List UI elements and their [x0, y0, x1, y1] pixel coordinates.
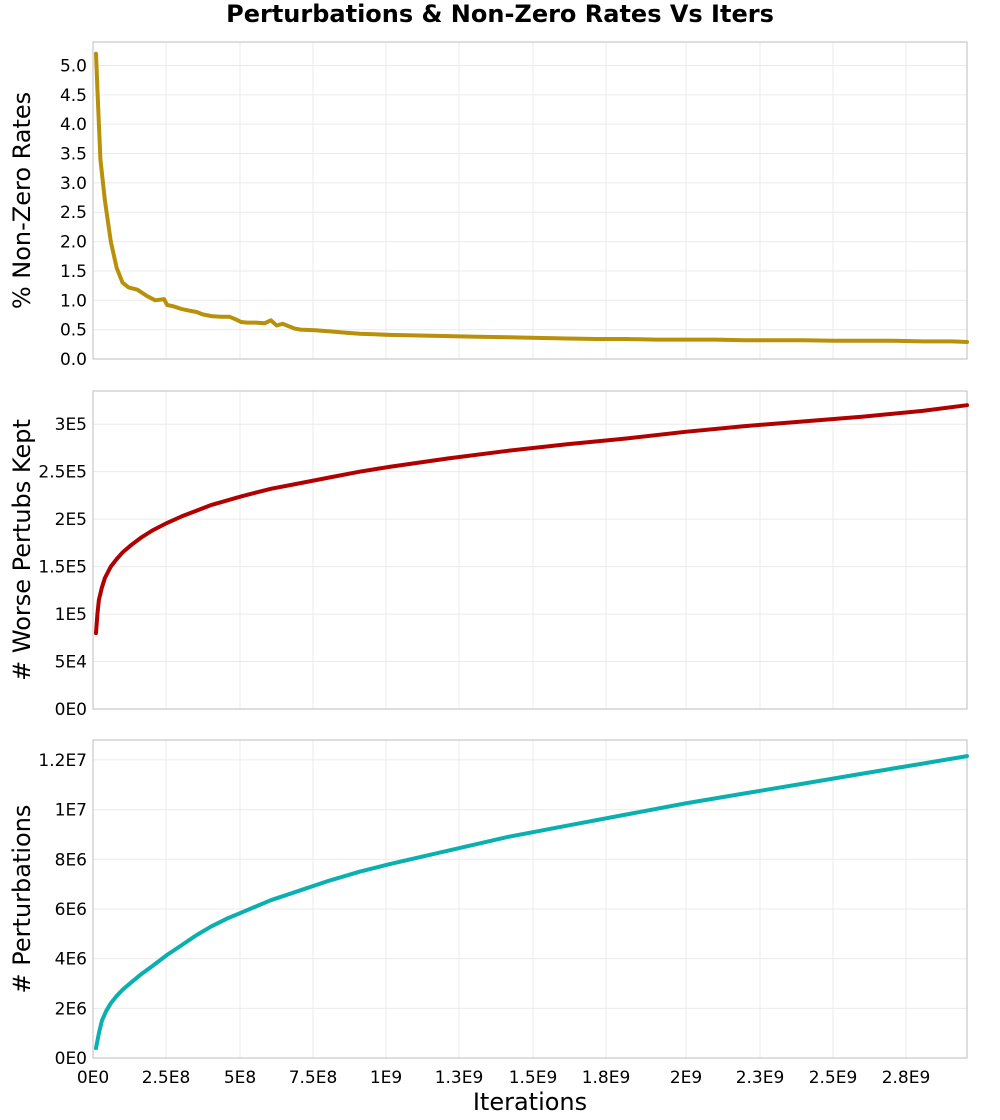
panel-1: 0.0 0.5 1.0 1.5 2.0 2.5 3.0 3.5 4.0 4.5 5.0 % Non-Z… [8, 41, 969, 370]
y-tick-label: 0.5 [60, 321, 87, 341]
x-tick-label: 2.5E8 [142, 1068, 191, 1088]
y-tick-label: 2.5 [60, 203, 87, 223]
y-tick-label: 1.5E5 [38, 558, 87, 578]
y-axis-label: % Non-Zero Rates [8, 92, 36, 309]
y-tick-label: 0E0 [55, 700, 87, 720]
plot-area-frame [92, 41, 968, 360]
panel-3: 0E0 2E6 4E6 6E6 8E6 1E7 1.2E7 # Perturbations 0E… [8, 739, 969, 1088]
x-tick-label: 2.8E9 [882, 1068, 931, 1088]
chart-title: Perturbations & Non-Zero Rates Vs Iters [226, 0, 774, 28]
series-line [94, 403, 969, 636]
y-tick-label: 2.5E5 [38, 463, 87, 483]
y-tick-label: 0.0 [60, 350, 87, 370]
y-tick-label: 1E5 [55, 605, 87, 625]
y-tick-label: 6E6 [55, 900, 87, 920]
panel-2: 0E0 5E4 1E5 1.5E5 2E5 2.5E5 3E5 # Worse Pertubs… [8, 390, 969, 720]
x-tick-label: 1.8E9 [582, 1068, 631, 1088]
series-line [94, 51, 969, 344]
y-tick-label: 3.0 [60, 174, 87, 194]
plot-area-frame [92, 739, 968, 1059]
y-tick-label: 4E6 [55, 950, 87, 970]
y-tick-label: 2E6 [55, 999, 87, 1019]
panels-container: 0.0 0.5 1.0 1.5 2.0 2.5 3.0 3.5 4.0 4.5 5.0 % Non-Z… [8, 41, 969, 1088]
x-tick-label: 1.5E9 [509, 1068, 558, 1088]
x-tick-label: 1E9 [370, 1068, 402, 1088]
x-tick-label: 5E8 [224, 1068, 256, 1088]
y-tick-label: 1.5 [60, 262, 87, 282]
y-tick-label: 2.0 [60, 233, 87, 253]
y-tick-label: 5.0 [60, 56, 87, 76]
y-axis-label: # Worse Pertubs Kept [8, 419, 36, 681]
x-tick-label: 2E9 [670, 1068, 702, 1088]
series-line [94, 754, 969, 1051]
x-tick-label: 0E0 [77, 1068, 109, 1088]
x-tick-label: 7.5E8 [289, 1068, 338, 1088]
x-tick-label: 1.3E9 [435, 1068, 484, 1088]
y-axis-label: # Perturbations [8, 805, 36, 994]
y-tick-label: 1.2E7 [38, 751, 87, 771]
y-tick-label: 5E4 [55, 653, 87, 673]
plot-area-frame [92, 390, 968, 710]
y-tick-label: 3E5 [55, 415, 87, 435]
y-tick-label: 3.5 [60, 145, 87, 165]
y-tick-label: 2E5 [55, 510, 87, 530]
x-tick-label: 2.3E9 [736, 1068, 785, 1088]
y-tick-label: 8E6 [55, 850, 87, 870]
x-axis-label: Iterations [473, 1088, 587, 1116]
y-tick-label: 4.5 [60, 86, 87, 106]
x-tick-label: 2.5E9 [809, 1068, 858, 1088]
y-tick-label: 1E7 [55, 801, 87, 821]
y-tick-label: 4.0 [60, 115, 87, 135]
y-tick-label: 0E0 [55, 1049, 87, 1069]
y-tick-label: 1.0 [60, 291, 87, 311]
